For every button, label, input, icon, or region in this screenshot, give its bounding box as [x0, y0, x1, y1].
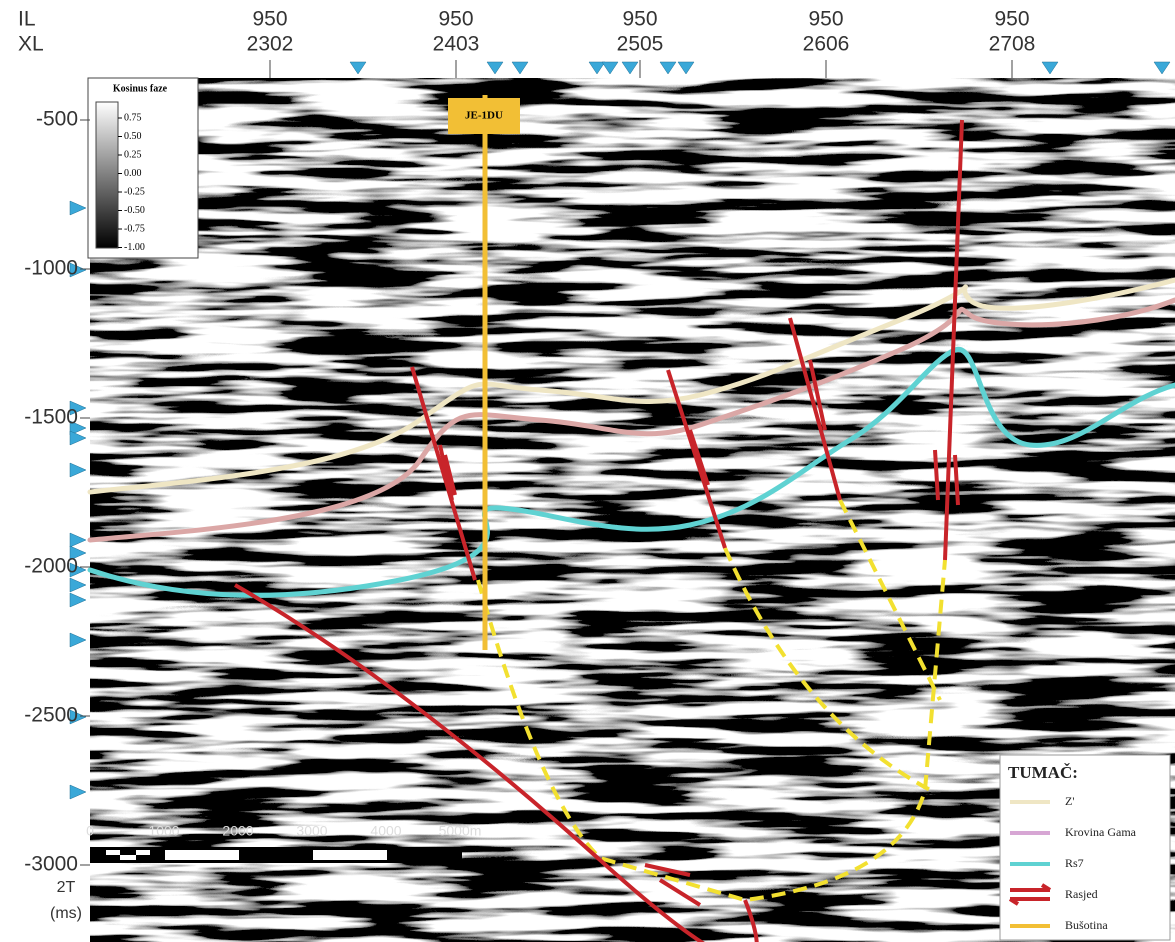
colorbar-label: 0.25	[124, 149, 142, 160]
top-marker	[349, 61, 367, 75]
top-marker	[1153, 61, 1171, 75]
colorbar-label: 0.00	[124, 168, 142, 179]
y-tick-label: -3000	[24, 853, 78, 876]
seismic-texture	[90, 78, 1175, 942]
colorbar-label: 0.75	[124, 112, 142, 123]
side-marker	[69, 200, 87, 216]
side-marker	[69, 545, 87, 561]
top-marker	[511, 61, 529, 75]
colorbar-gradient	[95, 101, 119, 249]
il-label: 950	[252, 8, 287, 31]
legend-label: Rasjed	[1065, 887, 1098, 901]
horizon-z	[87, 277, 1175, 495]
colorbar-label: -0.25	[124, 186, 145, 197]
xl-label: 2606	[803, 33, 850, 56]
top-marker	[601, 61, 619, 75]
well-label: JE-1DU	[465, 110, 503, 122]
side-marker	[69, 709, 87, 725]
side-marker	[69, 420, 87, 436]
xl-label: 2708	[989, 33, 1036, 56]
well-label-box	[448, 98, 520, 134]
legend-box	[999, 754, 1171, 941]
il-label: 950	[438, 8, 473, 31]
legend-label: Krovina Gama	[1065, 825, 1137, 839]
scale-label: 1000	[148, 823, 179, 839]
xl-label: 2403	[433, 33, 480, 56]
legend-swatch	[1008, 883, 1052, 906]
scale-label: 0	[86, 823, 94, 839]
colorbar-label: -0.75	[124, 223, 145, 234]
top-marker	[588, 61, 606, 75]
colorbar-label: 0.50	[124, 131, 142, 142]
side-marker	[69, 430, 87, 446]
top-marker	[486, 61, 504, 75]
scale-label: 4000	[370, 823, 401, 839]
legend-title: TUMAČ:	[1008, 763, 1078, 782]
horizon-rs7	[87, 346, 1175, 598]
axis-row-label: XL	[18, 33, 44, 56]
faults	[234, 119, 964, 942]
top-marker	[621, 61, 639, 75]
y-unit: 2T	[57, 879, 76, 896]
il-label: 950	[994, 8, 1029, 31]
side-marker	[69, 462, 87, 478]
colorbar-label: -1.00	[124, 242, 145, 253]
markers	[69, 61, 1171, 800]
y-tick-label: -1500	[24, 406, 78, 429]
legend-label: Z'	[1065, 794, 1075, 808]
top-marker	[1041, 61, 1059, 75]
side-marker	[69, 562, 87, 578]
side-marker	[69, 400, 87, 416]
scale-bar-segments	[106, 850, 387, 860]
side-marker	[69, 632, 87, 648]
side-marker	[69, 262, 87, 278]
axis-row-label: IL	[18, 8, 36, 31]
legend-label: Rs7	[1065, 856, 1084, 870]
y-tick-label: -2500	[24, 704, 78, 727]
side-marker	[69, 592, 87, 608]
il-label: 950	[808, 8, 843, 31]
scale-label: 3000	[296, 823, 327, 839]
legend-label: Bušotina	[1065, 918, 1108, 932]
colorbar-label: -0.50	[124, 205, 145, 216]
side-marker	[69, 532, 87, 548]
top-marker	[659, 61, 677, 75]
colorbar-title: Kosinus faze	[113, 83, 168, 94]
scale-label: 5000m	[439, 823, 482, 839]
y-tick-label: -500	[36, 108, 78, 131]
side-marker	[69, 784, 87, 800]
y-tick-label: -1000	[24, 257, 78, 280]
y-tick-label: -2000	[24, 555, 78, 578]
side-marker	[69, 577, 87, 593]
scale-label: 2000	[222, 823, 253, 839]
il-label: 950	[622, 8, 657, 31]
xl-label: 2302	[247, 33, 294, 56]
y-unit: (ms)	[50, 905, 82, 922]
top-marker	[677, 61, 695, 75]
xl-label: 2505	[617, 33, 664, 56]
fault-extrapolations	[476, 499, 947, 903]
